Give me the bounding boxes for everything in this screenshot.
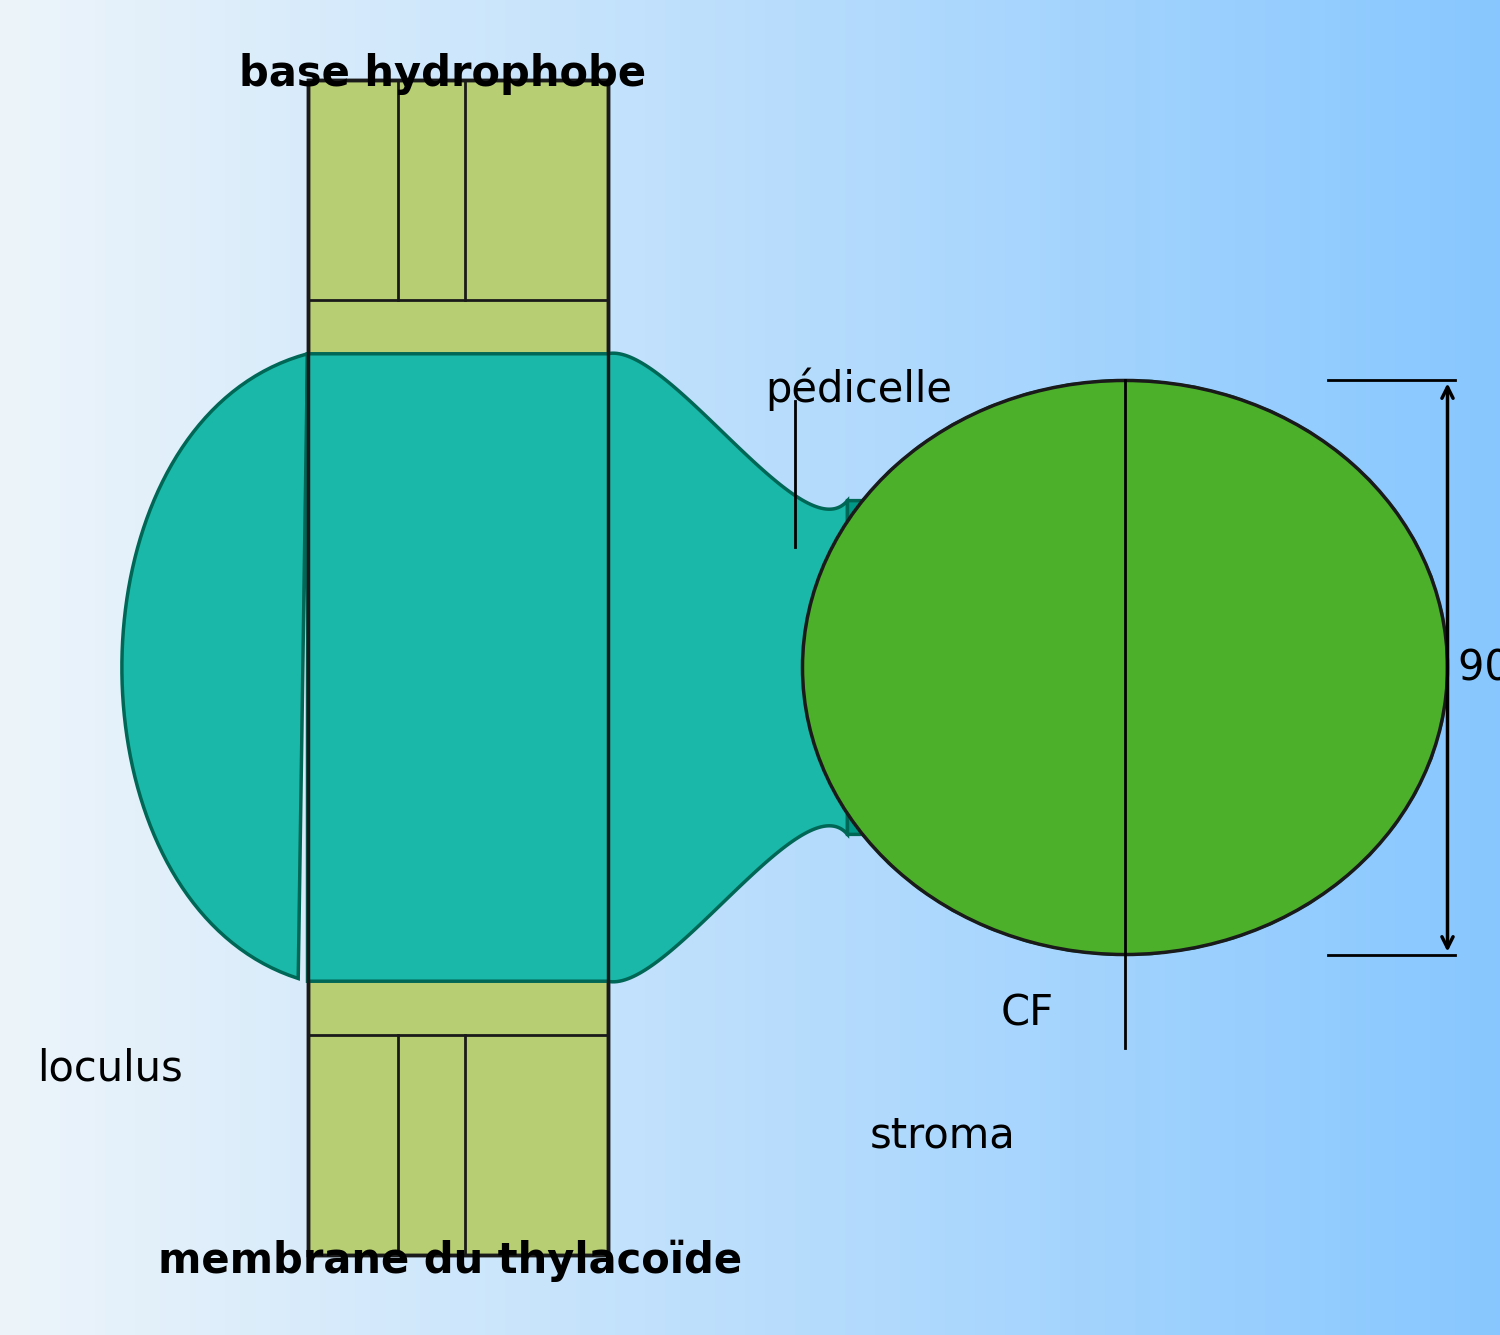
Text: base hydrophobe: base hydrophobe — [238, 53, 646, 95]
Bar — [308, 80, 608, 1255]
Bar — [308, 80, 608, 1255]
Circle shape — [802, 380, 1448, 955]
Polygon shape — [122, 354, 847, 981]
Text: stroma: stroma — [870, 1115, 1016, 1156]
Text: pédicelle: pédicelle — [765, 367, 952, 411]
Polygon shape — [847, 380, 1448, 955]
Text: 90 Å: 90 Å — [1458, 646, 1500, 689]
Text: membrane du thylacoïde: membrane du thylacoïde — [158, 1239, 742, 1282]
Text: loculus: loculus — [38, 1048, 183, 1089]
Text: CF: CF — [1000, 993, 1054, 1035]
